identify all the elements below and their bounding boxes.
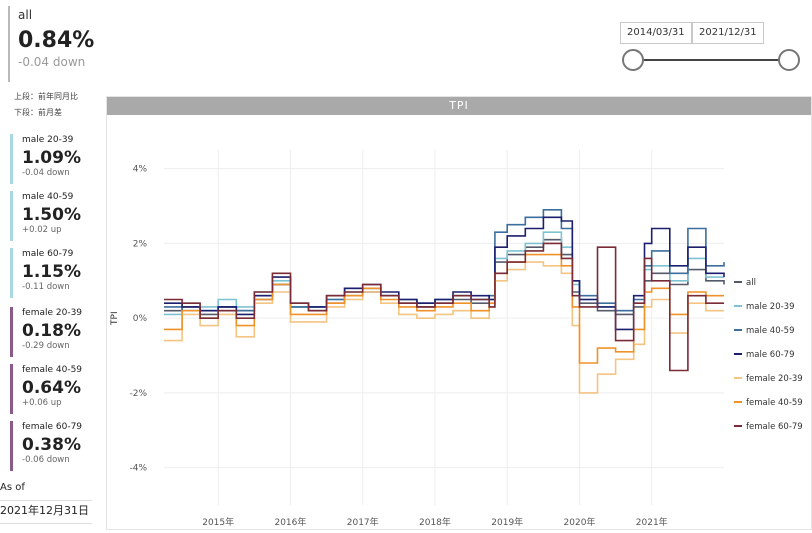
segment-card-female-20-39: female 20-39 0.18% -0.29 down <box>10 307 104 357</box>
segment-value: 1.15% <box>22 262 81 282</box>
segment-label: female 40-59 <box>22 365 83 375</box>
y-tick-label: 2% <box>133 239 148 249</box>
segment-label: female 60-79 <box>22 422 83 432</box>
segment-card-female-40-59: female 40-59 0.64% +0.06 up <box>10 364 104 414</box>
end-date-input[interactable]: 2021/12/31 <box>692 22 764 44</box>
segment-label: male 20-39 <box>22 135 74 145</box>
x-tick-label: 2019年 <box>491 516 523 527</box>
segment-card-male-40-59: male 40-59 1.50% +0.02 up <box>10 191 104 241</box>
date-slider-end-handle[interactable] <box>778 49 800 71</box>
segment-label: female 20-39 <box>22 308 83 318</box>
segment-card-female-60-79: female 60-79 0.38% -0.06 down <box>10 421 104 471</box>
x-tick-label: 2016年 <box>274 516 306 527</box>
segment-change: -0.11 down <box>22 282 70 292</box>
segment-label: male 40-59 <box>22 192 74 202</box>
summary-card: all 0.84% -0.04 down <box>8 6 108 82</box>
y-tick-label: -4% <box>129 464 147 474</box>
as-of-label: As of <box>0 482 25 493</box>
summary-change: -0.04 down <box>18 55 86 69</box>
segment-value: 0.64% <box>22 378 81 398</box>
y-tick-label: -2% <box>129 389 147 399</box>
x-tick-label: 2018年 <box>419 516 451 527</box>
segment-change: -0.29 down <box>22 341 70 351</box>
segment-label: male 60-79 <box>22 249 74 259</box>
segment-change: -0.04 down <box>22 168 70 178</box>
segment-card-male-60-79: male 60-79 1.15% -0.11 down <box>10 248 104 298</box>
note-top: 上段：前年同月比 <box>14 92 78 101</box>
tpi-line-chart: 4% 2% 0% -2% -4% 2015年 2016年 2017年 2018年 2019年 202… <box>110 150 803 528</box>
legend-label: male 20-39 <box>746 302 794 312</box>
summary-value: 0.84% <box>18 28 95 53</box>
segment-change: -0.06 down <box>22 455 70 465</box>
series-line <box>164 242 724 372</box>
y-tick-label: 0% <box>133 314 148 324</box>
segment-change: +0.02 up <box>22 225 62 235</box>
legend-label: female 60-79 <box>746 422 803 432</box>
as-of-date: 2021年12月31日 <box>0 500 92 524</box>
series-line <box>164 253 724 364</box>
legend-label: male 60-79 <box>746 350 794 360</box>
segment-value: 0.38% <box>22 435 81 455</box>
legend-label: female 40-59 <box>746 398 803 408</box>
summary-label: all <box>18 8 33 22</box>
legend-label: female 20-39 <box>746 374 803 384</box>
segment-value: 0.18% <box>22 321 81 341</box>
y-axis-title: TPI <box>110 311 120 326</box>
date-slider-start-handle[interactable] <box>622 49 644 71</box>
x-tick-label: 2021年 <box>636 516 668 527</box>
tpi-chart-panel: TPI 4% 2% 0% -2% -4% 2015年 2016年 2017年 2018年 2019… <box>106 96 812 530</box>
segment-value: 1.09% <box>22 148 81 168</box>
series-line <box>164 261 724 394</box>
start-date-input[interactable]: 2014/03/31 <box>620 22 692 44</box>
legend-label: male 40-59 <box>746 326 794 336</box>
x-tick-label: 2015年 <box>202 516 234 527</box>
series-line <box>164 216 725 331</box>
y-tick-label: 4% <box>133 165 148 175</box>
x-tick-label: 2017年 <box>347 516 379 527</box>
segment-change: +0.06 up <box>22 398 62 408</box>
segment-value: 1.50% <box>22 205 81 225</box>
x-tick-label: 2020年 <box>564 516 596 527</box>
note-bottom: 下段：前月差 <box>14 108 62 117</box>
date-slider-track[interactable] <box>632 59 789 61</box>
chart-title: TPI <box>107 97 811 115</box>
legend-label: all <box>746 278 756 288</box>
segment-card-male-20-39: male 20-39 1.09% -0.04 down <box>10 134 104 184</box>
series-line <box>164 231 724 316</box>
